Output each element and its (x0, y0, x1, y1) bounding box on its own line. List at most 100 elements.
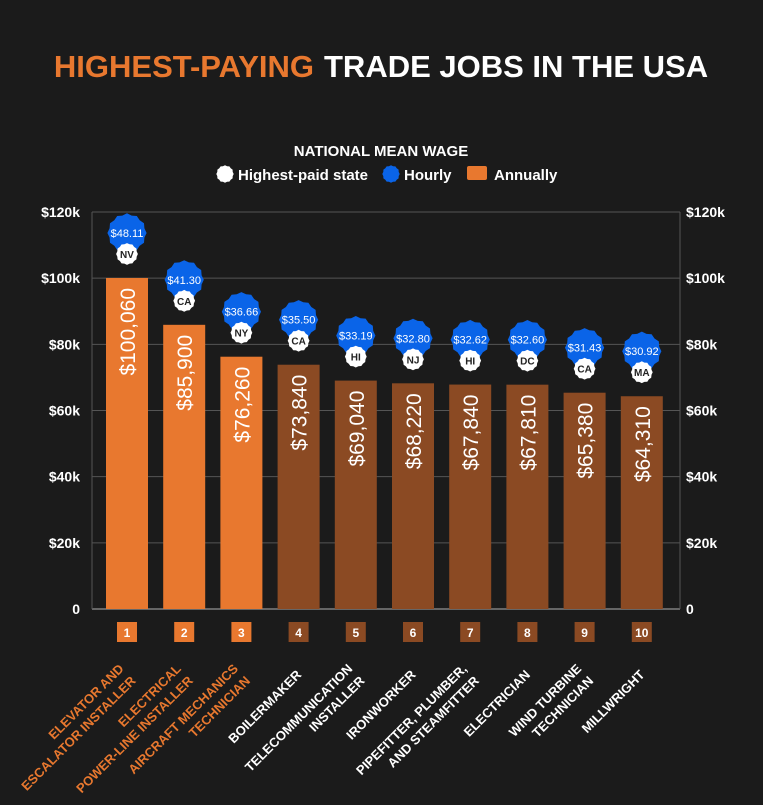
hourly-badge (336, 316, 376, 356)
state-badge (287, 329, 310, 352)
rank-box (288, 622, 309, 642)
rank-box (517, 622, 538, 642)
bar-value-label: $65,380 (575, 403, 598, 479)
state-badge (230, 321, 253, 344)
y-tick-left: $80k (49, 336, 80, 352)
bar (277, 364, 320, 609)
y-tick-left: $60k (49, 403, 80, 419)
hourly-value: $36.66 (225, 307, 259, 319)
state-label: CA (577, 365, 591, 376)
y-tick-right: $80k (686, 336, 717, 352)
state-label: DC (520, 357, 534, 368)
rank-box (460, 622, 481, 642)
hourly-value: $35.50 (282, 315, 316, 327)
state-label: HI (351, 353, 361, 364)
rank-number: 5 (352, 626, 359, 640)
state-badge (173, 289, 196, 312)
legend-annual-label: Annually (494, 167, 558, 184)
bar (163, 324, 206, 609)
hourly-badge (565, 328, 605, 368)
hourly-value: $33.19 (339, 331, 373, 343)
rank-number: 4 (295, 626, 302, 640)
hourly-value: $30.92 (625, 346, 659, 358)
bar-value-label: $85,900 (174, 335, 197, 411)
y-tick-right: $40k (686, 469, 717, 485)
page-title: HIGHEST-PAYING TRADE JOBS IN THE USA (54, 49, 708, 84)
state-label: NV (120, 250, 134, 261)
legend-state-icon (216, 165, 234, 183)
legend-hourly-label: Hourly (404, 167, 452, 184)
state-badge (459, 349, 482, 372)
bar (620, 396, 663, 609)
rank-box (231, 622, 252, 642)
rank-number: 7 (467, 626, 474, 640)
hourly-value: $32.62 (453, 335, 487, 347)
y-tick-left: $40k (49, 469, 80, 485)
rank-box (631, 622, 652, 642)
state-badge (573, 357, 596, 380)
state-label: NJ (407, 355, 420, 366)
state-label: NY (234, 329, 248, 340)
bar (334, 380, 377, 609)
state-label: CA (177, 297, 191, 308)
title-rest: TRADE JOBS IN THE USA (324, 49, 708, 84)
y-tick-left: $100k (41, 270, 80, 286)
rank-number: 8 (524, 626, 531, 640)
hourly-badge (279, 300, 319, 340)
hourly-value: $31.43 (568, 343, 602, 355)
bar-value-label: $68,220 (403, 393, 426, 469)
hourly-badge (622, 331, 662, 371)
y-tick-left: $20k (49, 535, 80, 551)
state-badge (402, 348, 424, 371)
legend-hourly-icon (382, 165, 400, 183)
state-badge (116, 243, 138, 265)
rank-number: 10 (635, 626, 649, 640)
bar (220, 356, 263, 609)
rank-box (117, 622, 137, 642)
hourly-value: $32.80 (396, 333, 430, 345)
bar (392, 383, 434, 609)
hourly-badge (507, 320, 547, 360)
rank-number: 3 (238, 626, 245, 640)
y-tick-right: $120k (686, 204, 725, 220)
chart-title: NATIONAL MEAN WAGE (294, 143, 468, 160)
y-tick-left: 0 (72, 601, 80, 617)
rank-number: 6 (410, 626, 417, 640)
rank-box (574, 622, 595, 642)
legend-annual-icon (467, 166, 487, 180)
bar-value-label: $67,810 (517, 395, 540, 471)
rank-box (345, 622, 366, 642)
bar (506, 384, 549, 609)
state-label: MA (634, 368, 650, 379)
rank-box (403, 622, 423, 642)
hourly-value: $41.30 (167, 275, 201, 287)
rank-number: 9 (581, 626, 588, 640)
hourly-badge (221, 292, 261, 332)
bar-value-label: $76,260 (231, 367, 254, 443)
state-label: HI (465, 357, 475, 368)
category-label: ELEVATOR ANDESCALATOR INSTALLER (6, 661, 139, 794)
bar-value-label: $69,040 (346, 391, 369, 467)
y-tick-right: 0 (686, 601, 694, 617)
bar (106, 277, 148, 609)
hourly-badge (393, 318, 433, 358)
title-highlight: HIGHEST-PAYING (54, 49, 314, 84)
hourly-value: $32.60 (511, 335, 545, 347)
state-badge (344, 345, 367, 368)
category-label: TELECOMMUNICATIONINSTALLER (242, 661, 368, 787)
state-badge (516, 349, 539, 372)
rank-number: 1 (124, 626, 131, 640)
y-tick-right: $20k (686, 535, 717, 551)
category-label-line: ESCALATOR INSTALLER (18, 673, 139, 794)
hourly-badge (450, 319, 490, 360)
legend-state-label: Highest-paid state (238, 167, 368, 184)
legend: Highest-paid state Hourly Annually (216, 165, 558, 184)
hourly-badge (164, 260, 204, 300)
state-label: CA (291, 337, 305, 348)
bar (449, 384, 492, 609)
bar-value-label: $73,840 (289, 375, 312, 451)
bar-value-label: $64,310 (632, 406, 655, 482)
bar-value-label: $100,060 (117, 288, 140, 376)
bars: $100,060 $48.11 NV $85,900 $41.30 CA $76,260 $3… (106, 213, 663, 609)
